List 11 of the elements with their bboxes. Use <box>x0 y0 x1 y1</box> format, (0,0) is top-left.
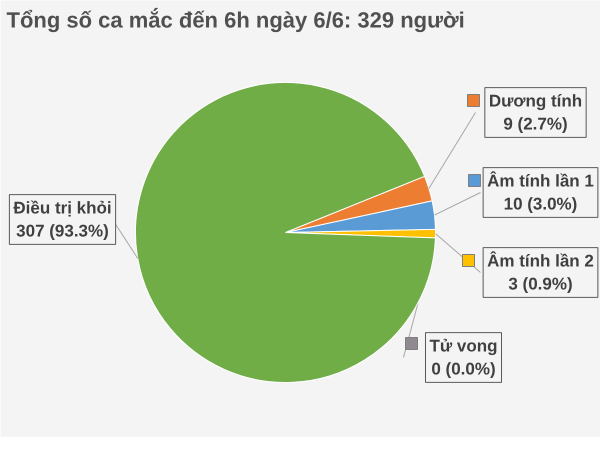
legend-label: Âm tính lần 2 <box>487 250 594 271</box>
text: 0 (0.0%) <box>431 359 496 378</box>
data-label: 307 (93.3%) <box>16 221 109 240</box>
slice-label: Điều trị khỏi <box>13 198 112 218</box>
legend-label: Tử vong <box>429 336 498 356</box>
data-label: 3 (0.9%) <box>508 274 573 294</box>
legend-label: Âm tính lần 1 <box>487 170 594 191</box>
data-label: 10 (3.0%) <box>504 194 578 214</box>
legend-label: Dương tính <box>488 92 582 111</box>
chart-title: Tổng số ca mắc đến 6h ngày 6/6: 329 người <box>6 8 465 32</box>
data-label: 9 (2.7%) <box>503 114 568 134</box>
